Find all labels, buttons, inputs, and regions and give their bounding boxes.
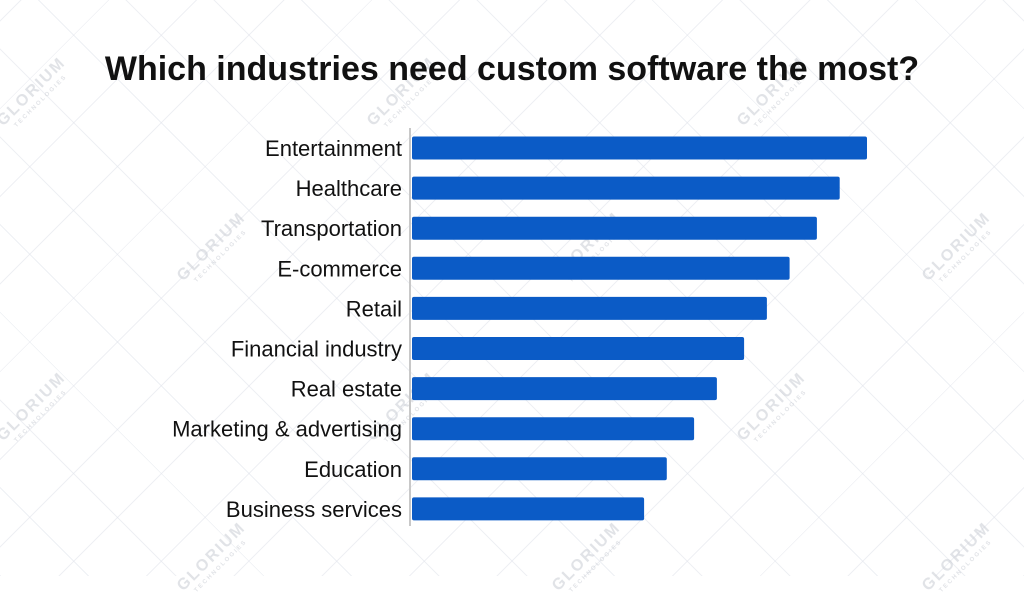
category-label: Entertainment	[265, 136, 402, 161]
bar-transportation	[412, 216, 817, 240]
bar-education	[412, 457, 667, 481]
chart-title: Which industries need custom software th…	[104, 50, 920, 88]
category-label: Healthcare	[296, 176, 402, 201]
bar-financial-industry	[412, 337, 745, 360]
category-label: Financial industry	[231, 337, 402, 362]
bar-healthcare	[412, 176, 840, 200]
bar-marketing-advertising	[412, 417, 695, 441]
bar-chart: Entertainment Healthcare Transportation E-c…	[172, 128, 867, 526]
category-label: Retail	[346, 296, 402, 321]
category-label: Real estate	[291, 377, 402, 402]
bar-real-estate	[412, 377, 717, 401]
category-label: E-commerce	[277, 256, 402, 281]
category-label: Transportation	[261, 216, 402, 241]
bar-e-commerce	[412, 256, 790, 280]
bar-entertainment	[412, 136, 867, 160]
category-label: Business services	[226, 497, 402, 522]
bar-business-services	[412, 497, 645, 521]
category-label: Education	[304, 457, 402, 482]
bar-retail	[412, 296, 767, 320]
category-label: Marketing & advertising	[172, 417, 402, 442]
